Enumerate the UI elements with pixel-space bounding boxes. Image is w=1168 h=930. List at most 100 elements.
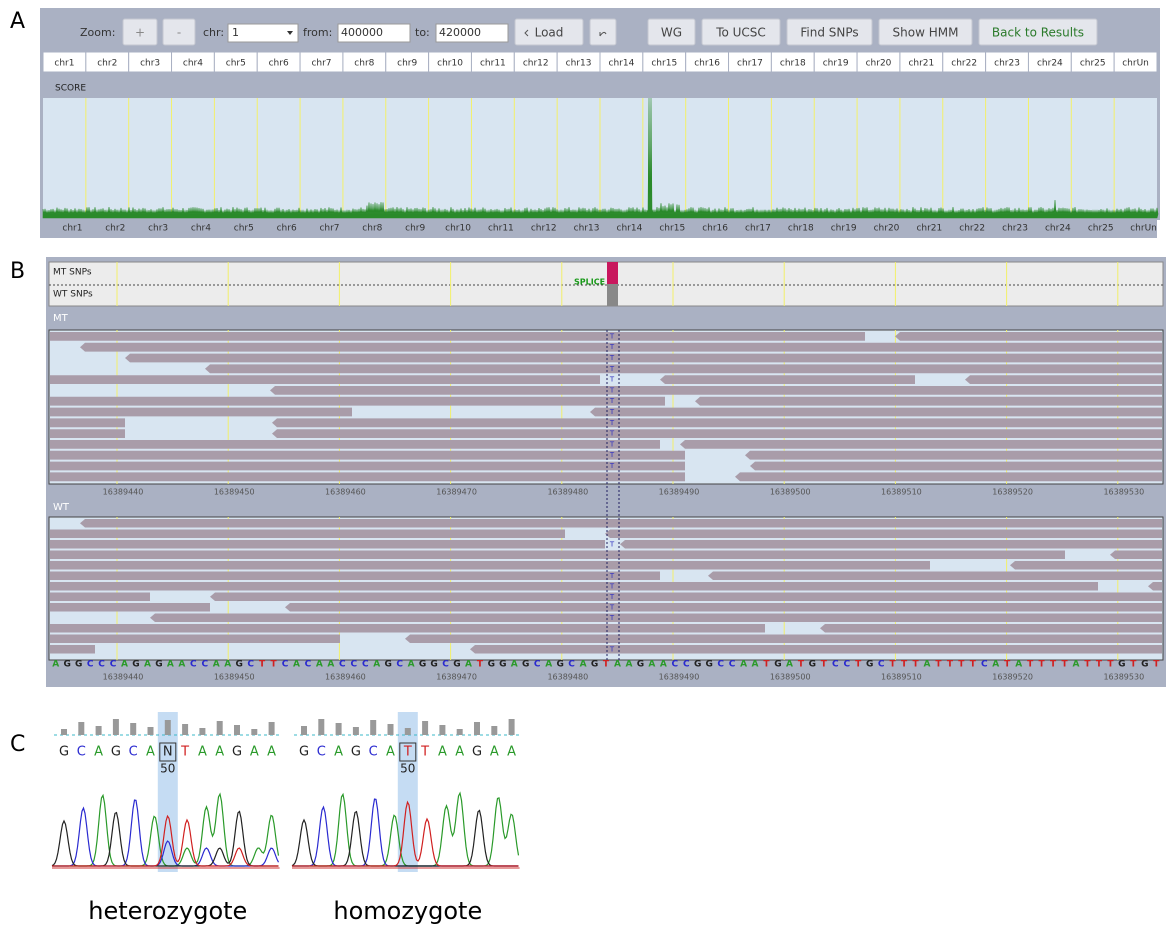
read [750,462,1162,471]
base: G [866,660,873,670]
button-label[interactable]: Find SNPs [800,26,858,40]
chromosome-label[interactable]: chr3 [140,59,160,69]
quality-bar [474,722,480,735]
base: A [614,660,621,670]
read [605,530,1162,539]
chromosome-label[interactable]: chrUn [1122,59,1149,69]
chr-label: chr: [203,26,224,39]
chromosome-label[interactable]: chr2 [97,59,117,69]
base: A [924,660,931,670]
base: A [740,660,747,670]
chromosome-label[interactable]: chr24 [1037,59,1063,69]
allele: T [609,462,615,470]
read [1010,561,1162,570]
panel-label: B [10,259,25,284]
base-call: A [267,745,276,760]
base: G [1141,660,1148,670]
read [210,593,1162,602]
chromosome-label[interactable]: chr8 [354,59,374,69]
chromosome-label[interactable]: chr23 [994,59,1020,69]
quality-bar [234,725,240,735]
button-label[interactable]: Back to Results [992,26,1084,40]
position-label: 16389480 [547,488,588,497]
button-label[interactable]: - [177,26,181,40]
chromosome-axis-label: chr7 [319,224,339,234]
chromosome-label[interactable]: chr4 [183,59,203,69]
chromosome-label[interactable]: chr10 [437,59,463,69]
position-label: 16389490 [659,488,700,497]
chromosome-label[interactable]: chr17 [737,59,763,69]
chromosome-label[interactable]: chr25 [1080,59,1106,69]
base-call: G [472,745,482,760]
read [680,440,1162,449]
quality-bar [61,729,67,735]
base: A [752,660,759,670]
base: T [477,660,484,670]
position-label: 16389520 [992,488,1033,497]
position-label: 16389510 [881,488,922,497]
button-label[interactable]: WG [661,26,682,40]
base: A [511,660,518,670]
read [620,540,1162,549]
base: A [580,660,587,670]
chromosome-label[interactable]: chr19 [823,59,849,69]
chromosome-label[interactable]: chr18 [780,59,806,69]
allele: T [609,593,615,601]
base: G [155,660,162,670]
quality-bar [217,721,223,735]
base: A [992,660,999,670]
base: A [408,660,415,670]
splice-marker [607,262,618,284]
chromosome-label[interactable]: chr11 [480,59,506,69]
chromosome-label[interactable]: chr5 [226,59,246,69]
highlight [398,712,418,872]
base: C [339,660,346,670]
button-label[interactable]: + [135,26,145,40]
chromosome-label[interactable]: chr21 [908,59,934,69]
chromosome-axis-label: chr2 [105,224,125,234]
chromosome-label[interactable]: chr9 [397,59,417,69]
chromosome-label[interactable]: chr22 [951,59,977,69]
base: T [1050,660,1057,670]
base: C [110,660,117,670]
button-label[interactable]: To UCSC [715,26,766,40]
chromosome-label[interactable]: chr12 [523,59,549,69]
chromosome-label[interactable]: chr15 [651,59,677,69]
quality-bar [353,727,359,735]
button-label[interactable]: Load [535,26,564,40]
chr-value: 1 [232,26,239,39]
chromosome-label[interactable]: chr7 [311,59,331,69]
base: T [1039,660,1046,670]
read [50,603,210,612]
read [50,561,930,570]
position-label: 16389450 [214,488,255,497]
chromosome-axis-label: chr21 [916,224,942,234]
allele: T [609,397,615,405]
highlight [158,712,178,872]
base: C [717,660,724,670]
base: G [1118,660,1125,670]
read [1110,551,1162,560]
chromosome-axis-label: chr11 [488,224,514,234]
chromosome-label[interactable]: chr13 [566,59,592,69]
read [80,343,1162,352]
base: C [396,660,403,670]
chromosome-label[interactable]: chr1 [54,59,74,69]
chromosome-label[interactable]: chr20 [866,59,892,69]
base-call: A [215,745,224,760]
read [50,624,765,633]
allele: T [609,440,615,448]
chromosome-label[interactable]: chr6 [269,59,289,69]
base: C [683,660,690,670]
base: G [556,660,563,670]
chromosome-axis-label: chr19 [831,224,857,234]
base: A [213,660,220,670]
read [50,582,1098,591]
chromosome-axis-label: chr18 [788,224,814,234]
button-label[interactable]: Show HMM [893,26,959,40]
reset-button[interactable] [590,19,616,45]
chromosome-label[interactable]: chr16 [694,59,720,69]
base-call: G [299,745,309,760]
chromosome-label[interactable]: chr14 [609,59,635,69]
caption: heterozygote [88,897,247,925]
